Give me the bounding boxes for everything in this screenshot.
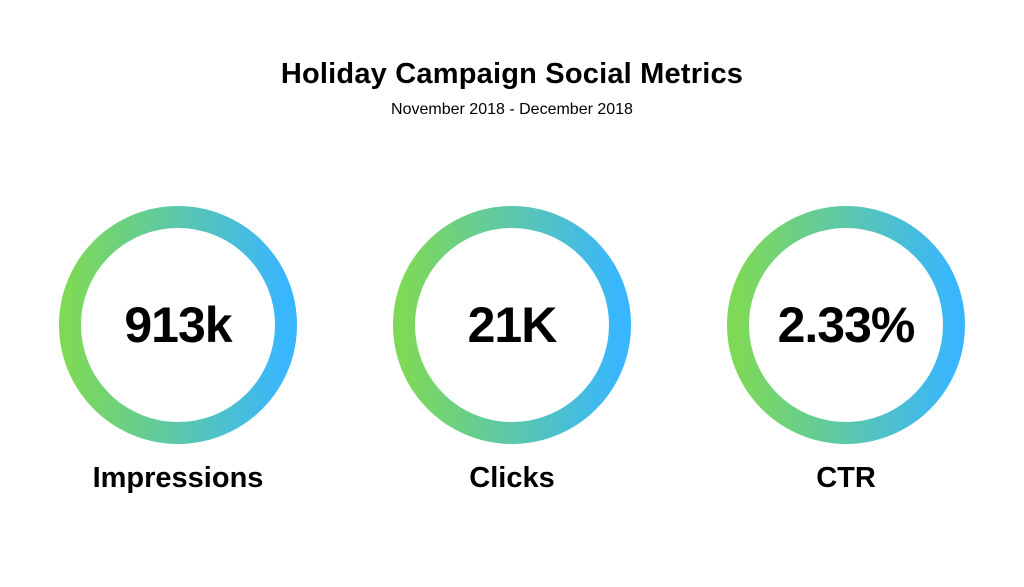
metric-label: Impressions [92,462,264,494]
gradient-ring-graphic [393,206,631,444]
metric-value: 2.33% [777,297,916,353]
page-title: Holiday Campaign Social Metrics [280,58,744,90]
metric-ctr: 2.33% CTR [726,205,966,494]
page-subtitle: November 2018 - December 2018 [391,101,633,118]
metric-label: CTR [816,462,876,494]
metric-impressions: 913k Impressions [58,205,298,494]
metric-clicks: 21K Clicks [392,205,632,494]
metric-ring: 913k [58,205,298,445]
metric-value: 913k [124,297,232,353]
metric-ring: 21K [392,205,632,445]
gradient-ring-graphic [727,206,965,444]
metric-label: Clicks [469,462,555,494]
metric-value: 21K [467,297,558,353]
gradient-ring-graphic [59,206,297,444]
metric-ring: 2.33% [726,205,966,445]
